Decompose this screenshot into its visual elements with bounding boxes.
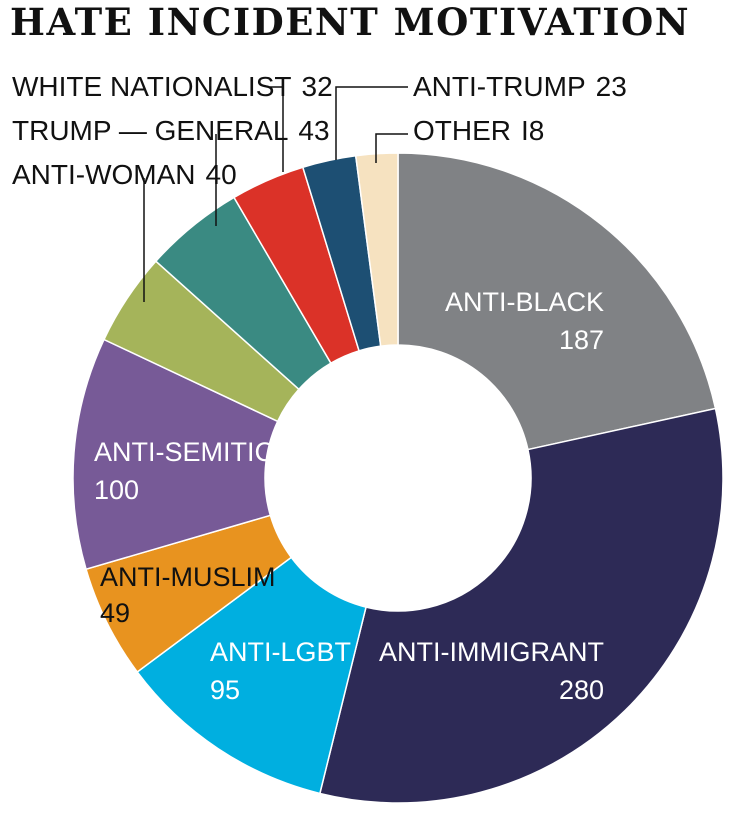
callout-anti-woman: ANTI-WOMAN 40 — [12, 159, 237, 190]
callout-label-anti-woman: ANTI-WOMAN — [12, 159, 196, 190]
slice-label-anti-semitic: ANTI-SEMITIC — [94, 437, 274, 467]
slice-value-anti-muslim: 49 — [100, 598, 130, 628]
slice-label-anti-muslim: ANTI-MUSLIM — [100, 562, 276, 592]
slice-anti-immigrant — [318, 407, 724, 804]
slice-value-anti-lgbt: 95 — [210, 675, 240, 705]
leader-line-other — [375, 133, 408, 163]
slice-value-anti-immigrant: 280 — [559, 675, 604, 705]
callout-other: OTHER I8 — [413, 115, 544, 146]
leader-line-anti-trump — [335, 86, 408, 160]
slice-anti-lgbt — [136, 556, 367, 795]
callout-value-trump-general: 43 — [298, 115, 329, 146]
callout-value-anti-trump: 23 — [596, 71, 627, 102]
slice-anti-black — [397, 152, 717, 451]
slice-label-anti-black: ANTI-BLACK — [445, 287, 604, 317]
slice-label-anti-lgbt: ANTI-LGBT — [210, 637, 351, 667]
slice-other — [354, 152, 399, 347]
callout-white-nationalist: WHITE NATIONALIST 32 — [12, 71, 333, 102]
chart-title: HATE INCIDENT MOTIVATION — [10, 0, 691, 44]
callout-trump-general: TRUMP — GENERAL 43 — [12, 115, 330, 146]
slice-label-anti-immigrant: ANTI-IMMIGRANT — [379, 637, 604, 667]
callout-label-white-nationalist: WHITE NATIONALIST — [12, 71, 292, 102]
callout-label-anti-trump: ANTI-TRUMP — [413, 71, 586, 102]
callout-value-other: I8 — [521, 115, 544, 146]
callout-value-white-nationalist: 32 — [302, 71, 333, 102]
callout-label-other: OTHER — [413, 115, 511, 146]
slice-value-anti-semitic: 100 — [94, 475, 139, 505]
callout-label-trump-general: TRUMP — GENERAL — [12, 115, 288, 146]
leader-line-white-nationalist — [270, 86, 284, 172]
slice-anti-semitic — [72, 338, 279, 571]
slice-value-anti-black: 187 — [559, 325, 604, 355]
callout-anti-trump: ANTI-TRUMP 23 — [413, 71, 627, 102]
callout-value-anti-woman: 40 — [206, 159, 237, 190]
